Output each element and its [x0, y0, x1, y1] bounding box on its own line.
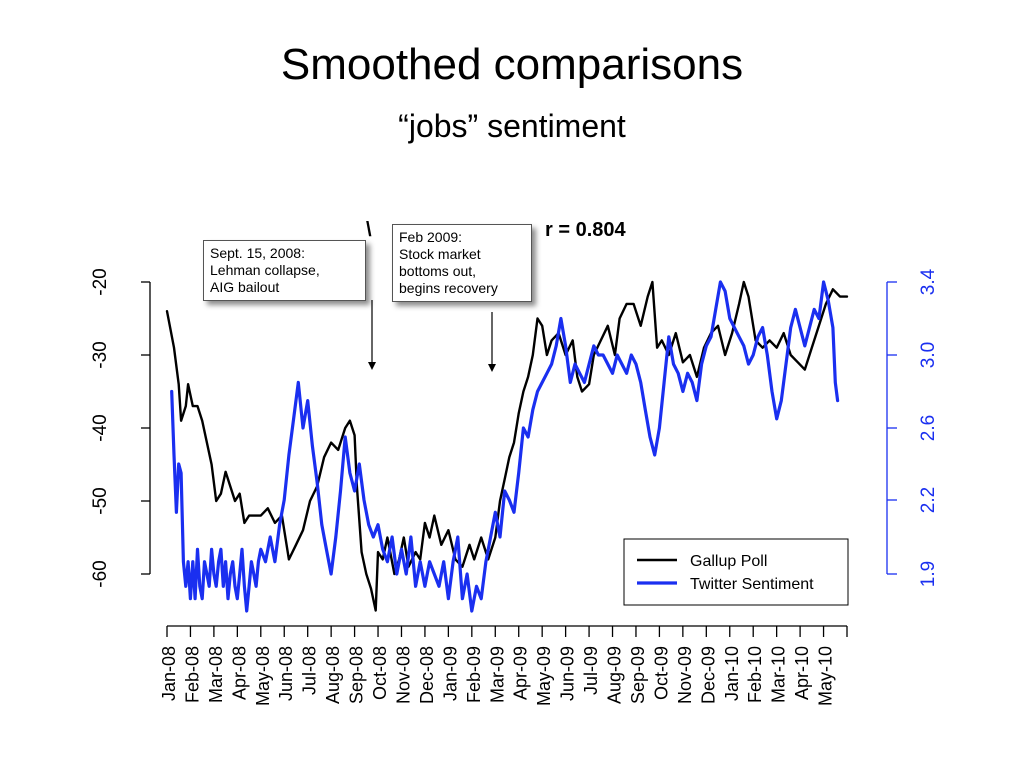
x-tick-label: May-09	[534, 646, 554, 706]
y-left-tick-label: -40	[90, 414, 111, 441]
x-tick-label: Mar-10	[769, 646, 789, 703]
x-tick-label: Oct-09	[651, 646, 671, 700]
x-tick-label: Oct-08	[370, 646, 390, 700]
chart-title: r = 0.804	[545, 219, 627, 241]
x-tick-label: Apr-08	[229, 646, 249, 700]
x-tick-label: Sep-08	[347, 646, 367, 704]
annotation-text-line: Feb 2009:	[399, 229, 463, 245]
annotation-text-line: Lehman collapse,	[210, 262, 320, 278]
x-tick-label: Sep-09	[628, 646, 648, 704]
y-right-tick-label: 1.9	[918, 561, 939, 587]
x-tick-label: Dec-09	[698, 646, 718, 704]
x-tick-label: May-08	[253, 646, 273, 706]
x-tick-label: Nov-08	[393, 646, 413, 704]
legend-label: Twitter Sentiment	[690, 576, 814, 593]
x-tick-label: Mar-08	[206, 646, 226, 703]
annotation-box: Feb 2009: Stock market bottoms out, begins …	[392, 224, 532, 302]
annotation-arrow-head	[368, 362, 376, 370]
x-tick-label: Aug-09	[605, 646, 625, 704]
x-tick-label: Jul-09	[581, 646, 601, 695]
legend-label: Gallup Poll	[690, 553, 767, 570]
legend-box	[623, 538, 849, 606]
x-tick-label: Jun-09	[558, 646, 578, 701]
y-left-tick-label: -20	[90, 268, 111, 295]
annotation-text-line: Stock market	[399, 246, 481, 262]
plot-area	[165, 280, 849, 613]
annotation-text-line: begins recovery	[399, 280, 498, 296]
x-tick-label: Feb-09	[464, 646, 484, 703]
x-tick-label: Feb-10	[745, 646, 765, 703]
series-line-twitter-sentiment	[170, 280, 840, 613]
y-right-tick-label: 2.2	[918, 487, 939, 513]
annotation-text-line: AIG bailout	[210, 279, 280, 295]
x-tick-label: Apr-09	[511, 646, 531, 700]
x-tick-label: May-10	[816, 646, 836, 706]
x-tick-label: Nov-09	[675, 646, 695, 704]
x-tick-label: Feb-08	[182, 646, 202, 703]
chart-title-hidden-prefix: \	[366, 219, 372, 241]
x-tick-label: Jul-08	[300, 646, 320, 695]
legend: Gallup Poll Twitter Sentiment	[623, 538, 849, 606]
y-left-tick-label: -30	[90, 341, 111, 368]
y-left-tick-label: -50	[90, 487, 111, 514]
annotation-arrows	[368, 300, 496, 372]
y-left-tick-label: -60	[90, 560, 111, 587]
x-tick-label: Aug-08	[323, 646, 343, 704]
x-tick-label: Apr-10	[792, 646, 812, 700]
x-tick-label: Jan-10	[722, 646, 742, 701]
x-tick-label: Dec-08	[417, 646, 437, 704]
x-tick-label: Jan-09	[440, 646, 460, 701]
x-tick-label: Jun-08	[276, 646, 296, 701]
chart-title-group: \ r = 0.804	[366, 219, 627, 241]
slide-subtitle: “jobs” sentiment	[398, 108, 626, 144]
slide-title: Smoothed comparisons	[280, 40, 744, 89]
series-line-gallup-poll	[165, 280, 849, 612]
annotation-arrow-head	[488, 364, 496, 372]
annotation-text-line: bottoms out,	[399, 263, 477, 279]
y-right-tick-label: 2.6	[918, 415, 939, 441]
x-tick-label: Jan-08	[159, 646, 179, 701]
y-right-tick-label: 3.0	[918, 342, 939, 368]
y-right-tick-label: 3.4	[918, 268, 939, 295]
annotation-box: Sept. 15, 2008: Lehman collapse, AIG bailo…	[203, 240, 366, 301]
annotation-text-line: Sept. 15, 2008:	[210, 245, 305, 261]
x-tick-label: Mar-09	[487, 646, 507, 703]
